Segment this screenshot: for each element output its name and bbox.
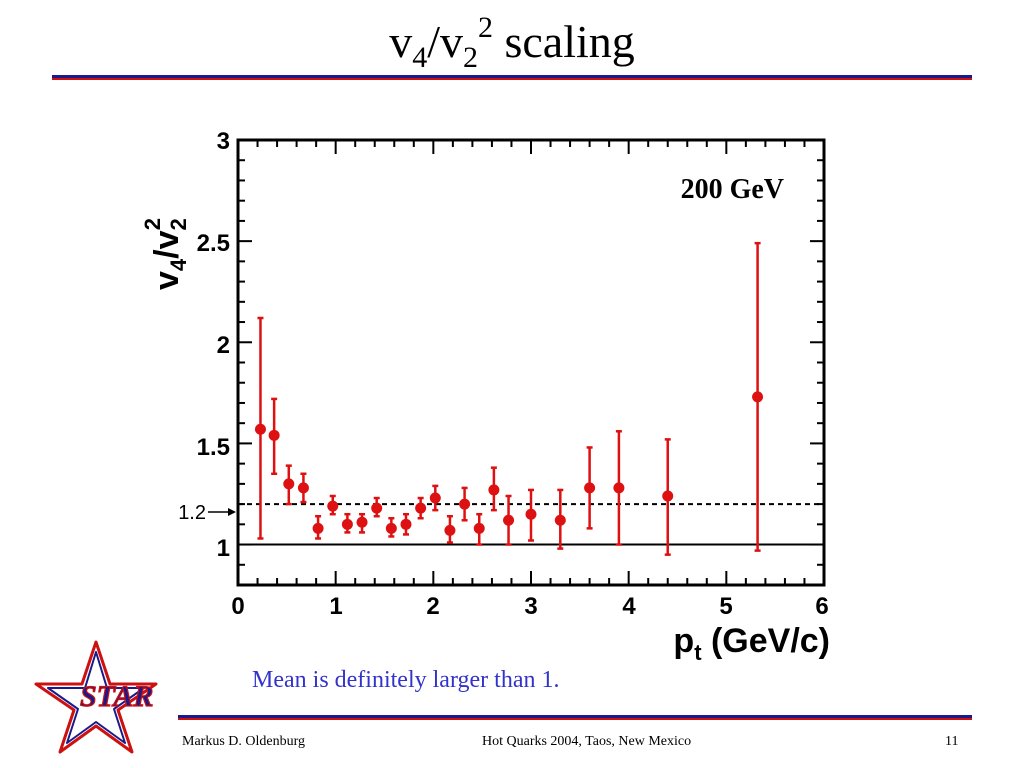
data-point: [400, 518, 412, 530]
data-point: [473, 522, 485, 534]
data-point: [341, 518, 353, 530]
title-sub-4: 4: [412, 41, 428, 74]
title-tail: scaling: [492, 16, 635, 67]
y-axis-title-mid: /v: [148, 230, 186, 258]
title-mid: /v: [427, 16, 463, 67]
title-sub-2: 2: [462, 41, 478, 74]
x-tick-label-4: 4: [622, 593, 636, 620]
star-logo-star: [34, 640, 158, 754]
data-point: [297, 482, 309, 494]
data-point: [444, 524, 456, 536]
x-tick-label-1: 1: [329, 593, 342, 620]
slide-title: v4/v22 scaling: [0, 11, 1024, 73]
data-point: [662, 490, 674, 502]
y-tick-label-1: 1: [217, 535, 230, 562]
title-sup-2: 2: [477, 11, 493, 44]
energy-annotation: 200 GeV: [681, 174, 784, 205]
data-point: [525, 508, 537, 520]
star-logo-star-inner: [47, 651, 145, 744]
data-point: [752, 391, 764, 403]
x-axis-title: pt (GeV/c): [673, 622, 830, 665]
data-point: [503, 514, 515, 526]
data-point: [327, 500, 339, 512]
x-axis-title-tail: (GeV/c): [702, 622, 830, 660]
data-point: [415, 502, 427, 514]
y-tick-label-3: 3: [217, 128, 230, 155]
footer-divider: [178, 715, 972, 720]
data-point: [488, 484, 500, 496]
footer-event: Hot Quarks 2004, Taos, New Mexico: [482, 734, 692, 749]
y-tick-label-1.5: 1.5: [197, 434, 230, 461]
data-point: [371, 502, 383, 514]
y-axis-title-main: v: [148, 271, 186, 290]
y-axis-title-sup: 2: [140, 218, 165, 230]
data-point: [385, 522, 397, 534]
axis-ticks: [237, 139, 825, 586]
y-axis-title-sub1: 4: [166, 258, 191, 271]
footer-author: Markus D. Oldenburg: [182, 734, 306, 749]
data-point: [283, 478, 295, 490]
data-point: [356, 516, 368, 528]
y-tick-label-2.5: 2.5: [197, 230, 230, 257]
x-tick-label-5: 5: [719, 593, 732, 620]
x-axis-title-main: p: [673, 622, 694, 660]
data-point: [312, 522, 324, 534]
footer-page-number: 11: [945, 734, 959, 749]
data-points: [254, 241, 764, 556]
y-axis-title-sub2: 2: [166, 218, 191, 230]
data-point: [613, 482, 625, 494]
data-point: [254, 423, 266, 435]
reference-label-1.2: 1.2: [178, 502, 206, 524]
data-point: [554, 514, 566, 526]
y-tick-label-2: 2: [217, 332, 230, 359]
x-tick-label-3: 3: [524, 593, 537, 620]
reference-arrow-head: [228, 508, 236, 516]
star-logo-text: STAR: [80, 680, 153, 713]
title-divider: [52, 75, 972, 80]
title-main: v: [389, 16, 413, 67]
star-logo: STAR: [34, 640, 158, 754]
caption: Mean is definitely larger than 1.: [252, 667, 560, 693]
data-point: [268, 429, 280, 441]
data-point: [459, 498, 471, 510]
x-axis-title-sub: t: [694, 640, 702, 665]
x-tick-label-2: 2: [426, 593, 439, 620]
x-tick-label-6: 6: [815, 593, 828, 620]
data-point: [584, 482, 596, 494]
data-point: [429, 492, 441, 504]
y-axis-title: v4/v22: [140, 218, 191, 290]
x-tick-label-0: 0: [231, 593, 244, 620]
